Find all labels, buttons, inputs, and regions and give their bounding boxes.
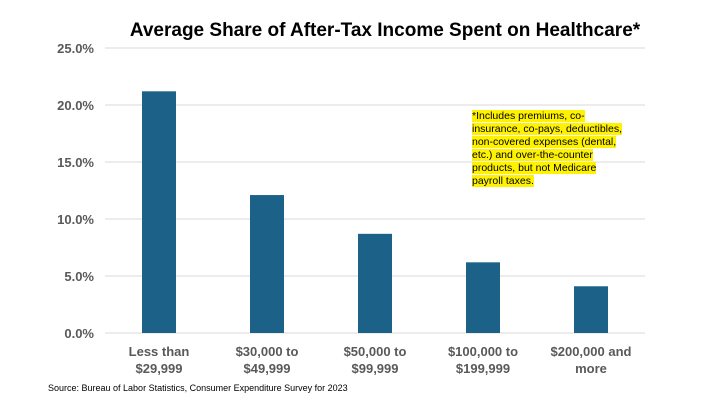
bars xyxy=(142,91,608,333)
x-category-label: $30,000 to $49,999 xyxy=(236,344,299,376)
bar xyxy=(466,262,500,333)
gridlines xyxy=(105,47,645,334)
chart-title: Average Share of After-Tax Income Spent … xyxy=(130,20,641,41)
x-category-label: $100,000 to $199,999 xyxy=(448,344,518,376)
x-axis-labels: Less than $29,999 $30,000 to $49,999 $50,000… xyxy=(129,344,632,376)
bar xyxy=(358,233,392,333)
bar xyxy=(250,195,284,333)
x-category-label: $50,000 to $99,999 xyxy=(344,344,407,376)
y-tick-label: 25.0% xyxy=(57,41,94,56)
footnote-text: *Includes premiums, co-insurance, co-pay… xyxy=(472,110,622,187)
source-note: Source: Bureau of Labor Statistics, Cons… xyxy=(48,383,348,393)
bar xyxy=(574,286,608,333)
y-tick-label: 0.0% xyxy=(64,326,94,341)
y-tick-label: 20.0% xyxy=(57,98,94,113)
x-category-label: Less than $29,999 xyxy=(129,344,190,376)
x-category-label: $200,000 and more xyxy=(551,344,632,376)
bar xyxy=(142,91,176,333)
y-tick-label: 5.0% xyxy=(64,269,94,284)
y-axis-ticks: 0.0% 5.0% 10.0% 15.0% 20.0% 25.0% xyxy=(57,41,94,341)
y-tick-label: 15.0% xyxy=(57,155,94,170)
y-tick-label: 10.0% xyxy=(57,212,94,227)
footnote-annotation: *Includes premiums, co-insurance, co-pay… xyxy=(472,110,622,188)
